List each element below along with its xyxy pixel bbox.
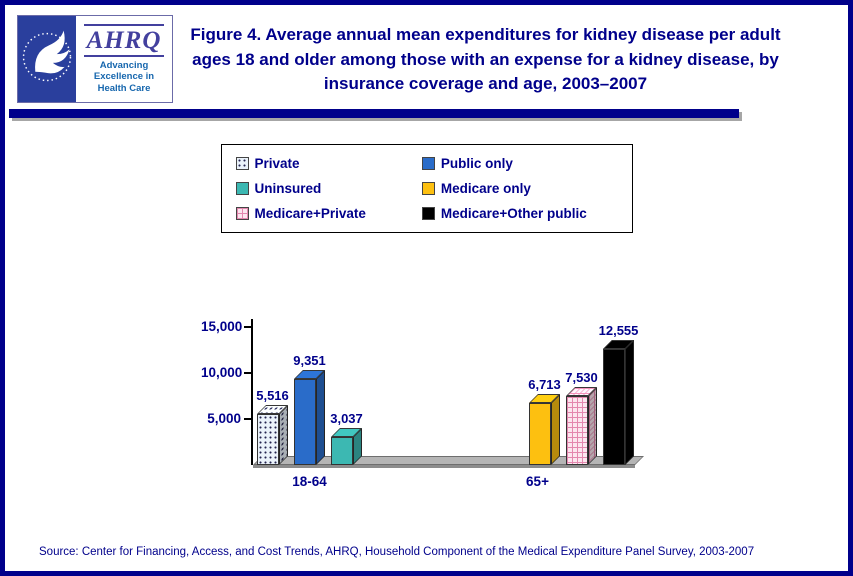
category-label-65plus: 65+ — [526, 474, 549, 489]
swatch-uninsured-icon — [235, 182, 249, 195]
front-face — [566, 396, 588, 465]
side-face — [625, 340, 634, 465]
swatch-medicare-only-icon — [421, 182, 435, 195]
legend-label-public-only: Public only — [440, 156, 513, 171]
category-label-18-64: 18-64 — [292, 474, 327, 489]
legend-label-medicare-other-public: Medicare+Other public — [440, 206, 587, 221]
bar-medicare-other-public: 12,555 — [599, 323, 638, 465]
ahrq-tagline-line: Advancing — [99, 59, 149, 71]
ahrq-acronym: AHRQ — [83, 23, 165, 57]
y-axis-line — [251, 319, 253, 465]
side-face — [551, 394, 560, 465]
bars-18-64: 5,516 9,351 3,037 — [256, 353, 363, 465]
side-face — [279, 405, 288, 465]
y-tick-mark — [244, 418, 251, 420]
legend-items: Private Public only Uninsured Medicare only… — [220, 144, 633, 233]
legend-item-uninsured: Uninsured — [235, 181, 422, 196]
swatch-medicare-other-public-icon — [421, 207, 435, 220]
y-tick-mark — [244, 372, 251, 374]
swatch-medicare-private-icon — [235, 207, 249, 220]
front-face — [529, 403, 551, 465]
legend-item-medicare-other-public: Medicare+Other public — [421, 206, 618, 221]
legend-item-private: Private — [235, 156, 422, 171]
figure-title: Figure 4. Average annual mean expenditur… — [173, 15, 834, 103]
legend-label-private: Private — [254, 156, 300, 171]
hhs-logo — [18, 16, 76, 102]
bar-value-uninsured: 3,037 — [330, 411, 363, 426]
swatch-private-icon — [235, 157, 249, 170]
legend-label-medicare-private: Medicare+Private — [254, 206, 366, 221]
legend-item-medicare-private: Medicare+Private — [235, 206, 422, 221]
front-face — [294, 379, 316, 465]
swatch-public-only-icon — [421, 157, 435, 170]
bar-medicare-only: 6,713 — [528, 377, 561, 465]
y-tick-mark — [244, 326, 251, 328]
ahrq-logo: AHRQ Advancing Excellence in Health Care — [76, 16, 172, 102]
bar-value-private: 5,516 — [256, 388, 289, 403]
figure-title-text: Figure 4. Average annual mean expenditur… — [190, 25, 781, 94]
bar-value-public-only: 9,351 — [293, 353, 326, 368]
chart-floor-edge — [253, 465, 635, 468]
legend-label-medicare-only: Medicare only — [440, 181, 531, 196]
chart: 5,516 9,351 3,037 18-64 6,713 7,530 12,555 6… — [201, 305, 651, 505]
legend-label-uninsured: Uninsured — [254, 181, 322, 196]
ahrq-tagline-line: Health Care — [97, 82, 151, 94]
bar-uninsured: 3,037 — [330, 411, 363, 465]
bar-value-medicare-only: 6,713 — [528, 377, 561, 392]
bar-group-65plus: 6,713 7,530 12,555 65+ — [526, 323, 638, 489]
legend-item-public-only: Public only — [421, 156, 618, 171]
ahrq-tagline-line: Excellence in — [93, 71, 155, 83]
ahrq-hhs-logo: AHRQ Advancing Excellence in Health Care — [17, 15, 173, 103]
source-note: Source: Center for Financing, Access, an… — [39, 546, 755, 558]
front-face — [331, 437, 353, 465]
bar-value-medicare-other-public: 12,555 — [598, 323, 639, 338]
side-face — [588, 387, 597, 465]
front-face — [257, 414, 279, 465]
bar-private: 5,516 — [256, 388, 289, 465]
side-face — [316, 370, 325, 465]
header: AHRQ Advancing Excellence in Health Care… — [5, 5, 848, 103]
y-tick-label-10-000: 10,000 — [201, 365, 243, 380]
bars-65plus: 6,713 7,530 12,555 — [528, 323, 638, 465]
bar-value-medicare-private: 7,530 — [565, 370, 598, 385]
bar-group-18-64: 5,516 9,351 3,037 18-64 — [256, 353, 363, 489]
bar-medicare-private: 7,530 — [565, 370, 598, 465]
front-face — [603, 349, 625, 465]
hhs-eagle-icon — [22, 30, 72, 82]
y-tick-label-5-000: 5,000 — [207, 411, 241, 426]
ahrq-tagline: Advancing Excellence in Health Care — [94, 60, 154, 94]
title-divider — [9, 109, 739, 118]
y-tick-label-15-000: 15,000 — [201, 319, 243, 334]
legend-item-medicare-only: Medicare only — [421, 181, 618, 196]
bar-public-only: 9,351 — [293, 353, 326, 465]
